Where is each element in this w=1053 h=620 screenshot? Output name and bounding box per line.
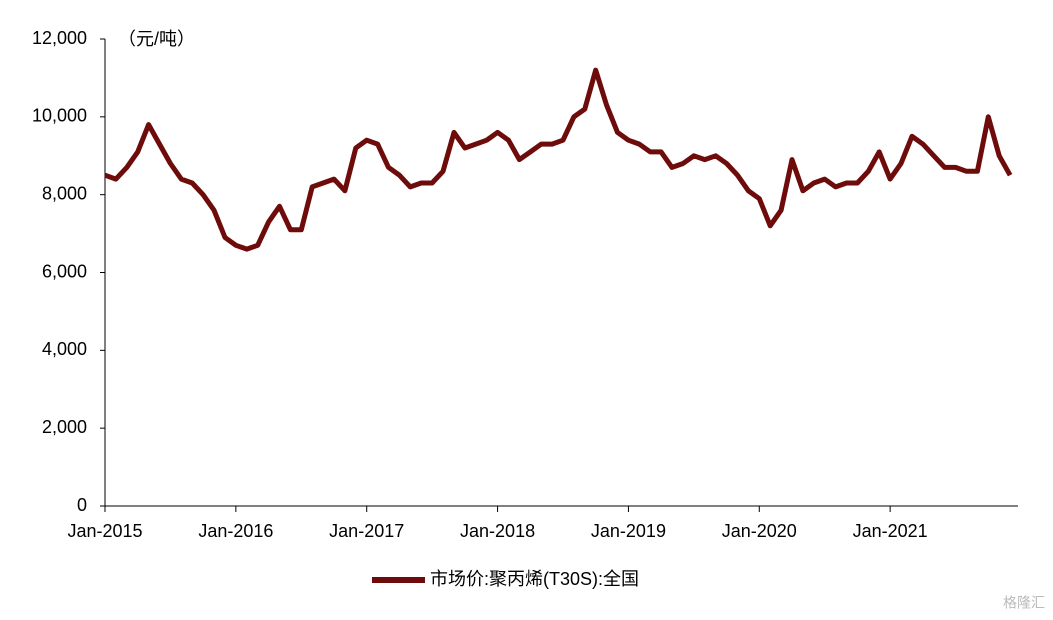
y-tick-label: 6,000: [42, 261, 87, 281]
y-tick-label: 0: [77, 495, 87, 515]
watermark: 格隆汇: [1003, 595, 1045, 611]
x-tick-label: Jan-2015: [67, 521, 142, 541]
x-tick-label: Jan-2017: [329, 521, 404, 541]
y-tick-label: 12,000: [32, 28, 87, 48]
x-tick-label: Jan-2016: [198, 521, 273, 541]
y-tick-label: 4,000: [42, 339, 87, 359]
y-tick-label: 10,000: [32, 106, 87, 126]
y-tick-label: 2,000: [42, 417, 87, 437]
legend-label: 市场价:聚丙烯(T30S):全国: [430, 569, 639, 589]
x-tick-label: Jan-2019: [591, 521, 666, 541]
x-tick-label: Jan-2021: [853, 521, 928, 541]
unit-label: （元/吨）: [118, 29, 195, 49]
x-tick-label: Jan-2020: [722, 521, 797, 541]
x-tick-label: Jan-2018: [460, 521, 535, 541]
y-tick-label: 8,000: [42, 183, 87, 203]
data-line: [104, 67, 1013, 252]
